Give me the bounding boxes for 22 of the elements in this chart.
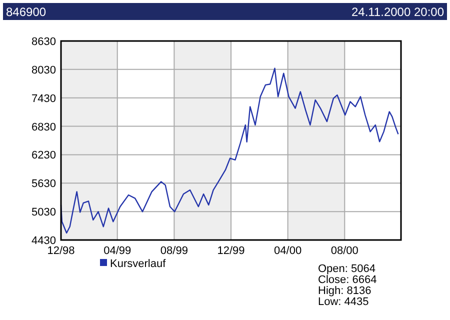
y-tick-label: 4430 <box>32 235 56 247</box>
x-tick-label: 04/00 <box>274 245 302 257</box>
y-tick-label: 8630 <box>32 36 56 48</box>
y-tick-label: 5630 <box>32 178 56 190</box>
text: Low: 4435 <box>318 296 369 308</box>
x-tick-label: 08/00 <box>330 245 358 257</box>
x-tick-label: 08/99 <box>160 245 188 257</box>
chart-title: 846900 <box>6 5 46 19</box>
y-tick-label: 7430 <box>32 92 56 105</box>
line-series <box>60 68 399 234</box>
y-tick-label: 8030 <box>32 64 56 76</box>
x-tick-label: 04/99 <box>104 245 132 257</box>
y-tick-label: 6830 <box>32 121 56 134</box>
chart-subtitle: 24.11.2000 20:00 <box>351 5 444 19</box>
x-tick-label: 12/99 <box>217 245 245 257</box>
text: Open: 5064 <box>318 263 376 275</box>
y-tick-label: 6230 <box>32 150 56 162</box>
text: High: 8136 <box>318 285 372 297</box>
text: Close: 6664 <box>318 274 377 286</box>
legend-label: Kursverlauf <box>110 258 167 270</box>
y-tick-label: 5030 <box>32 206 56 219</box>
x-tick-label: 12/98 <box>47 245 75 257</box>
